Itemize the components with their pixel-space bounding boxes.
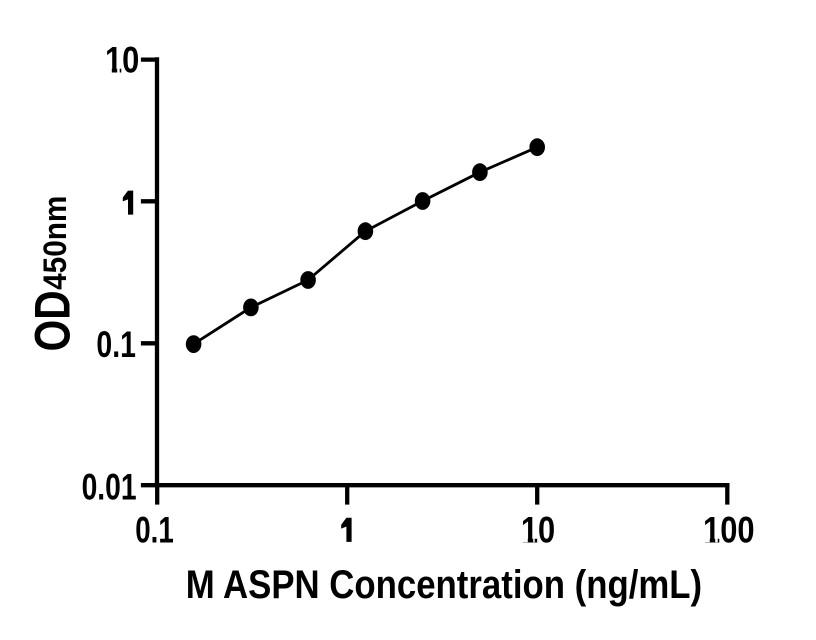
svg-text:10: 10 <box>105 40 139 81</box>
svg-text:10: 10 <box>521 509 555 550</box>
svg-text:OD: OD <box>25 290 81 351</box>
svg-text:100: 100 <box>703 509 755 550</box>
svg-text:0.01: 0.01 <box>82 467 137 508</box>
svg-text:0.1: 0.1 <box>135 509 174 550</box>
svg-text:0.1: 0.1 <box>96 324 136 365</box>
svg-text:M ASPN Concentration (ng/mL): M ASPN Concentration (ng/mL) <box>186 563 702 607</box>
svg-text:450nm: 450nm <box>37 196 73 290</box>
